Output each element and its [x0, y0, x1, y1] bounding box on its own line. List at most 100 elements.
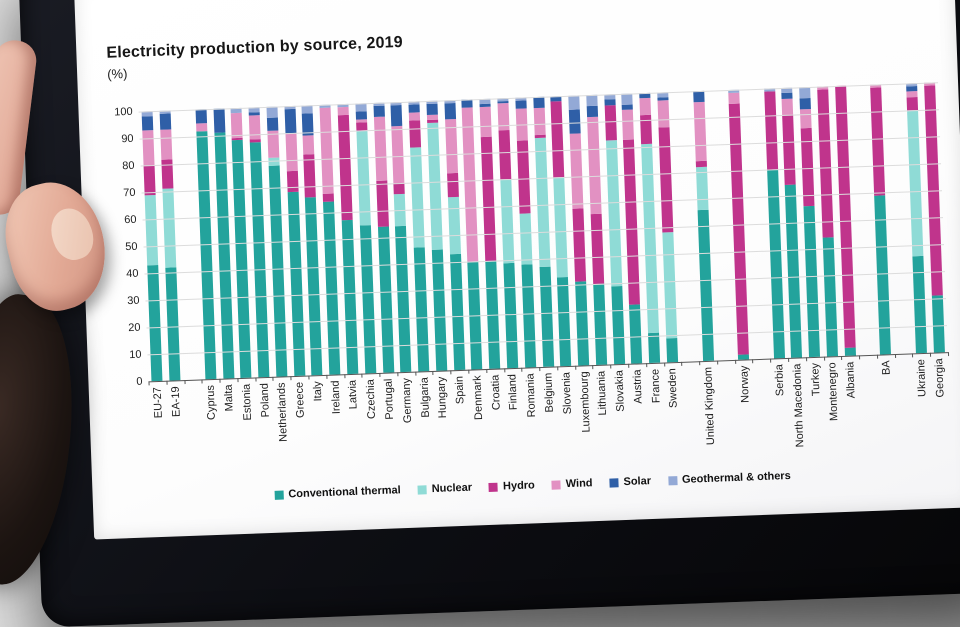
bar-segment-solar [390, 104, 403, 127]
x-axis-label-text: Lithuania [595, 370, 610, 416]
bar-segment-conventional-thermal [822, 237, 838, 357]
x-axis-label-text: Ukraine [915, 358, 929, 398]
bar-segment-hydro [393, 182, 406, 195]
bar-segment-wind [373, 116, 387, 182]
bar-segment-conventional-thermal [249, 142, 270, 378]
bar-segment-conventional-thermal [147, 264, 163, 382]
x-axis-label-text: BA [879, 360, 893, 376]
bar-segment-hydro [322, 193, 335, 203]
bar-segment-solar [426, 103, 438, 115]
bar-segment-wind [285, 132, 298, 172]
bar-segment-conventional-thermal [341, 219, 359, 375]
bar-segment-hydro [834, 85, 856, 348]
bar-segment-conventional-thermal [196, 130, 217, 380]
bar-segment-hydro [375, 180, 389, 228]
x-axis-label-text: Netherlands [275, 382, 291, 443]
bar-segment-hydro [728, 103, 749, 355]
x-axis-tick [432, 370, 434, 375]
x-axis-tick [183, 380, 186, 385]
legend-label: Nuclear [431, 481, 473, 496]
bar-segment-conventional-thermal [666, 337, 679, 363]
x-axis-tick [503, 368, 505, 373]
bar-segment-conventional-thermal [231, 140, 252, 379]
bar-segment-conventional-thermal [803, 205, 821, 358]
x-axis-tick [734, 359, 736, 364]
x-axis-tick [859, 355, 861, 360]
x-axis-tick [912, 353, 914, 358]
bar-segment-wind [533, 107, 546, 135]
y-axis-tick-label: 30 [127, 294, 140, 308]
x-axis-tick [645, 363, 648, 368]
bar-segment-hydro [782, 114, 797, 186]
y-axis-tick-label: 0 [136, 375, 143, 388]
x-axis-tick [770, 358, 772, 363]
legend-item-geothermal-others: Geothermal & others [667, 470, 791, 486]
x-axis-tick [521, 367, 523, 372]
bar-segment-solar [586, 105, 598, 117]
bar-segment-hydro [143, 165, 157, 196]
x-axis-tick [166, 380, 168, 385]
bar-segment-conventional-thermal [697, 209, 714, 362]
bar-segment-wind [800, 108, 812, 128]
chart-unit-label: (%) [106, 65, 128, 82]
bar-segment-wind [142, 129, 155, 166]
bar-segment-nuclear [427, 122, 443, 250]
legend-swatch [551, 479, 561, 490]
y-axis-tick-label: 50 [125, 240, 138, 254]
x-axis-tick [681, 361, 683, 366]
x-axis-label-text: Latvia [346, 379, 361, 410]
legend-item-conventional-thermal: Conventional thermal [274, 484, 401, 501]
x-axis-label-text: Greece [293, 381, 308, 419]
x-axis-label-text: Croatia [489, 374, 503, 411]
bar-segment-hydro [286, 170, 299, 193]
bar-segment-wind [781, 98, 794, 115]
x-axis-label-text: Norway [737, 365, 752, 404]
bar-segment-hydro [623, 139, 641, 305]
bar-segment-hydro [446, 172, 459, 198]
bar-segment-nuclear [519, 213, 533, 266]
bar-segment-conventional-thermal [912, 255, 927, 354]
bar-segment-nuclear [906, 110, 924, 257]
x-axis-label-text: Serbia [773, 364, 787, 397]
bar-segment-wind [906, 91, 918, 97]
x-axis-label-text: Ireland [329, 380, 343, 415]
x-axis-label-text: Luxembourg [577, 371, 593, 433]
bar-segment-solar [692, 90, 705, 103]
x-axis-tick [201, 379, 203, 384]
bar-segment-conventional-thermal [593, 283, 607, 365]
x-axis-label-text: North Macedonia [791, 363, 807, 448]
x-axis-label: Norway [735, 365, 756, 466]
bar-segment-nuclear [605, 139, 622, 287]
x-axis-label-text: Denmark [471, 375, 485, 421]
x-axis-label-text: Bulgaria [418, 377, 432, 418]
x-axis-label-text: Turkey [808, 362, 823, 397]
x-axis-tick [450, 370, 452, 375]
x-axis-tick [663, 362, 665, 367]
y-axis-tick-label: 90 [121, 132, 134, 146]
bar-segment-solar [799, 97, 812, 109]
bar-segment-geothermal-others [621, 93, 634, 105]
x-axis-label: United Kingdom [699, 367, 720, 468]
x-axis-label-text: Italy [311, 380, 325, 402]
bar-segment-conventional-thermal [449, 253, 465, 371]
legend-swatch [667, 475, 678, 485]
bar-segment-conventional-thermal [165, 266, 181, 381]
x-axis-label-text: Poland [258, 382, 272, 418]
bar-segment-solar [159, 113, 172, 130]
bar-segment-solar [444, 102, 456, 120]
bar-segment-solar [905, 85, 918, 92]
x-axis-label-text: Estonia [240, 383, 254, 421]
bar-segment-hydro [534, 134, 546, 138]
x-axis-label-text: EA-19 [169, 386, 183, 418]
bar-segment-solar [213, 108, 225, 134]
bar-segment-nuclear [410, 147, 425, 248]
bar-segment-wind [479, 106, 492, 137]
bar-segment-solar [355, 111, 367, 120]
legend-item-hydro: Hydro [488, 479, 535, 493]
legend-label: Conventional thermal [288, 484, 401, 501]
bar-segment-solar [515, 100, 527, 109]
bar-segment-hydro [572, 208, 587, 283]
x-axis-label-text: Montenegro [826, 362, 841, 422]
legend-item-nuclear: Nuclear [417, 481, 473, 496]
x-axis-label-text: France [648, 368, 663, 404]
